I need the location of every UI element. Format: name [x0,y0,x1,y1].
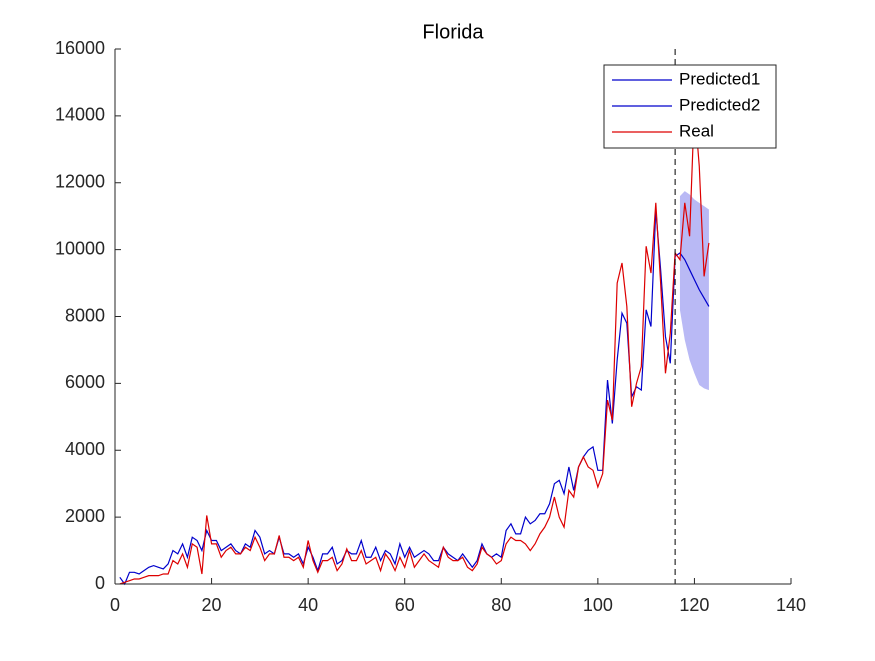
y-tick-label: 12000 [55,172,105,192]
y-tick-label: 10000 [55,238,105,258]
legend-label: Predicted1 [679,69,760,88]
x-tick-label: 0 [110,595,120,615]
x-tick-label: 100 [583,595,613,615]
x-tick-label: 40 [298,595,318,615]
chart-title: Florida [422,21,484,43]
y-tick-label: 6000 [65,372,105,392]
x-tick-label: 60 [395,595,415,615]
y-tick-label: 2000 [65,506,105,526]
legend-label: Predicted2 [679,95,760,114]
x-tick-label: 80 [491,595,511,615]
y-tick-label: 16000 [55,38,105,58]
y-tick-label: 8000 [65,305,105,325]
x-tick-label: 20 [202,595,222,615]
series-line [119,105,710,585]
y-tick-label: 4000 [65,439,105,459]
confidence-band [679,191,709,391]
y-tick-label: 14000 [55,105,105,125]
x-tick-label: 140 [776,595,806,615]
y-tick-label: 0 [95,573,105,593]
x-tick-label: 120 [679,595,709,615]
legend-label: Real [679,121,714,140]
